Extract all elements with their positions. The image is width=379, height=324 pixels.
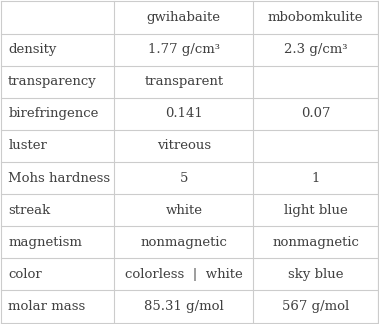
- Text: nonmagnetic: nonmagnetic: [140, 236, 227, 249]
- Text: 1: 1: [311, 172, 320, 185]
- Text: 5: 5: [180, 172, 188, 185]
- Text: nonmagnetic: nonmagnetic: [272, 236, 359, 249]
- Text: molar mass: molar mass: [8, 300, 85, 313]
- Text: white: white: [165, 204, 202, 217]
- Text: colorless  |  white: colorless | white: [125, 268, 243, 281]
- Text: birefringence: birefringence: [8, 107, 99, 120]
- Text: transparency: transparency: [8, 75, 97, 88]
- Text: 2.3 g/cm³: 2.3 g/cm³: [284, 43, 347, 56]
- Text: vitreous: vitreous: [157, 139, 211, 152]
- Text: 0.07: 0.07: [301, 107, 330, 120]
- Text: 85.31 g/mol: 85.31 g/mol: [144, 300, 224, 313]
- Text: magnetism: magnetism: [8, 236, 82, 249]
- Text: 1.77 g/cm³: 1.77 g/cm³: [148, 43, 220, 56]
- Text: luster: luster: [8, 139, 47, 152]
- Text: Mohs hardness: Mohs hardness: [8, 172, 110, 185]
- Text: light blue: light blue: [283, 204, 348, 217]
- Text: gwihabaite: gwihabaite: [147, 11, 221, 24]
- Text: transparent: transparent: [144, 75, 223, 88]
- Text: color: color: [8, 268, 42, 281]
- Text: sky blue: sky blue: [288, 268, 343, 281]
- Text: density: density: [8, 43, 56, 56]
- Text: streak: streak: [8, 204, 50, 217]
- Text: 567 g/mol: 567 g/mol: [282, 300, 349, 313]
- Text: mbobomkulite: mbobomkulite: [268, 11, 363, 24]
- Text: 0.141: 0.141: [165, 107, 203, 120]
